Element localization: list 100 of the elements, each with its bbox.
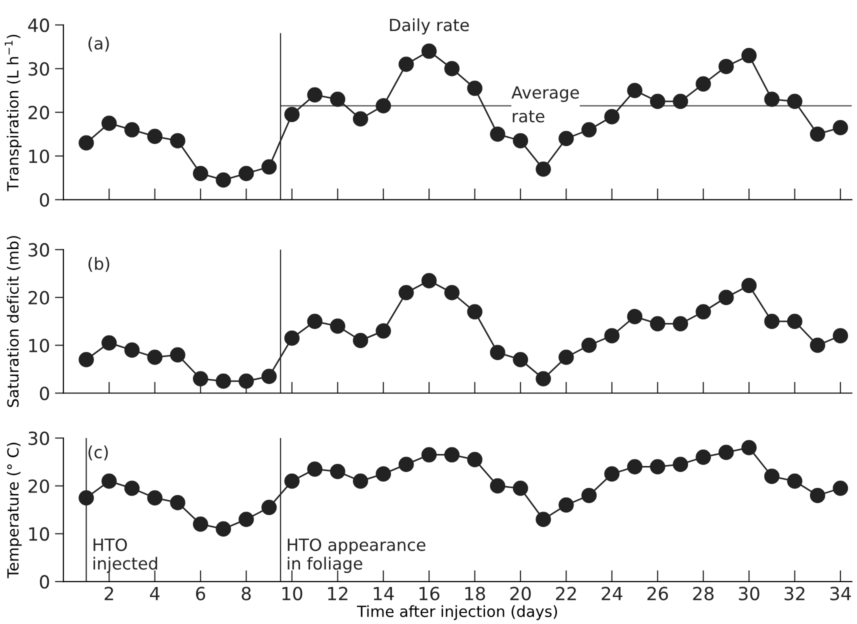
y-tick-label: 0 (40, 575, 50, 589)
point (696, 76, 711, 92)
y-tick-label: 30 (28, 243, 50, 257)
point (330, 92, 346, 107)
point (467, 80, 482, 96)
point (650, 459, 666, 474)
point (101, 116, 117, 131)
point (261, 159, 277, 175)
y-tick-label: 10 (29, 527, 50, 541)
point (284, 473, 300, 489)
point (78, 490, 94, 506)
y-axis-title: Transpiration (L h$^{−1}$) (4, 34, 22, 192)
point (536, 371, 551, 386)
y-tick-label: 30 (28, 432, 50, 446)
x-tick-label: 24 (602, 586, 622, 600)
point (352, 473, 368, 489)
point (741, 440, 757, 456)
x-tick-label: 12 (328, 586, 348, 600)
point (124, 342, 140, 358)
point (216, 521, 232, 537)
point (444, 447, 460, 462)
point (147, 490, 162, 506)
point (490, 344, 506, 360)
point (672, 94, 688, 110)
point (810, 126, 826, 142)
point (238, 166, 254, 182)
point (421, 273, 437, 288)
point (512, 352, 528, 368)
point (376, 323, 392, 339)
point (192, 166, 208, 182)
point (444, 61, 460, 76)
x-tick-label: 30 (738, 586, 760, 600)
point (604, 466, 620, 482)
point (284, 106, 300, 122)
x-tick-label: 4 (150, 586, 160, 600)
point (718, 58, 734, 74)
point (467, 452, 482, 468)
point (810, 338, 826, 353)
y-tick-label: 10 (29, 338, 50, 352)
ref-line-label: HTO injected (94, 538, 158, 573)
point (398, 456, 414, 472)
point (832, 120, 848, 136)
point (216, 374, 232, 389)
point (581, 488, 597, 504)
point (284, 330, 300, 346)
y-axis-title: Temperature (° C) (6, 442, 22, 578)
x-tick-label: 20 (510, 586, 531, 600)
point (764, 468, 780, 484)
point (558, 497, 574, 513)
y-tick-label: 20 (28, 290, 50, 305)
point (650, 316, 666, 332)
point (307, 462, 322, 477)
point (261, 368, 277, 384)
point (192, 371, 208, 386)
point (764, 92, 780, 107)
point (718, 444, 734, 460)
annotation: (c) (88, 445, 108, 460)
point (741, 278, 757, 294)
point (832, 328, 848, 344)
point (650, 94, 666, 110)
point (581, 122, 597, 138)
y-axis-title: Saturation deficit (mb) (6, 236, 21, 407)
point (330, 318, 346, 334)
point (604, 109, 620, 124)
x-tick-label: 22 (556, 586, 576, 600)
point (352, 332, 368, 348)
x-tick-label: 10 (282, 586, 302, 600)
x-tick-label: 6 (196, 586, 206, 600)
x-tick-label: 32 (784, 586, 804, 600)
point (536, 161, 551, 177)
x-tick-label: 2 (104, 586, 114, 600)
y-tick-label: 10 (29, 149, 50, 164)
point (512, 133, 528, 148)
point (444, 285, 460, 300)
point (696, 304, 711, 320)
point (376, 466, 392, 482)
x-tick-label: 8 (242, 586, 251, 600)
point (170, 133, 186, 148)
point (78, 135, 94, 151)
point (192, 516, 208, 532)
point (764, 314, 780, 329)
y-tick-label: 20 (28, 479, 50, 494)
y-tick-label: 0 (40, 193, 50, 207)
y-tick-label: 40 (28, 18, 50, 32)
x-axis-title: Time after injection (days) (356, 605, 557, 620)
point (490, 478, 506, 494)
point (512, 480, 528, 496)
point (810, 488, 826, 504)
point (604, 328, 620, 344)
point (307, 314, 322, 329)
point (536, 512, 551, 528)
ref-line-label: HTO appearance in foliage (288, 538, 426, 573)
point (467, 304, 482, 320)
annotation: Daily rate (390, 18, 469, 34)
point (627, 308, 642, 324)
point (238, 374, 254, 389)
x-tick-label: 16 (420, 586, 440, 600)
y-tick-label: 20 (28, 106, 50, 120)
point (398, 56, 414, 72)
point (832, 480, 848, 496)
